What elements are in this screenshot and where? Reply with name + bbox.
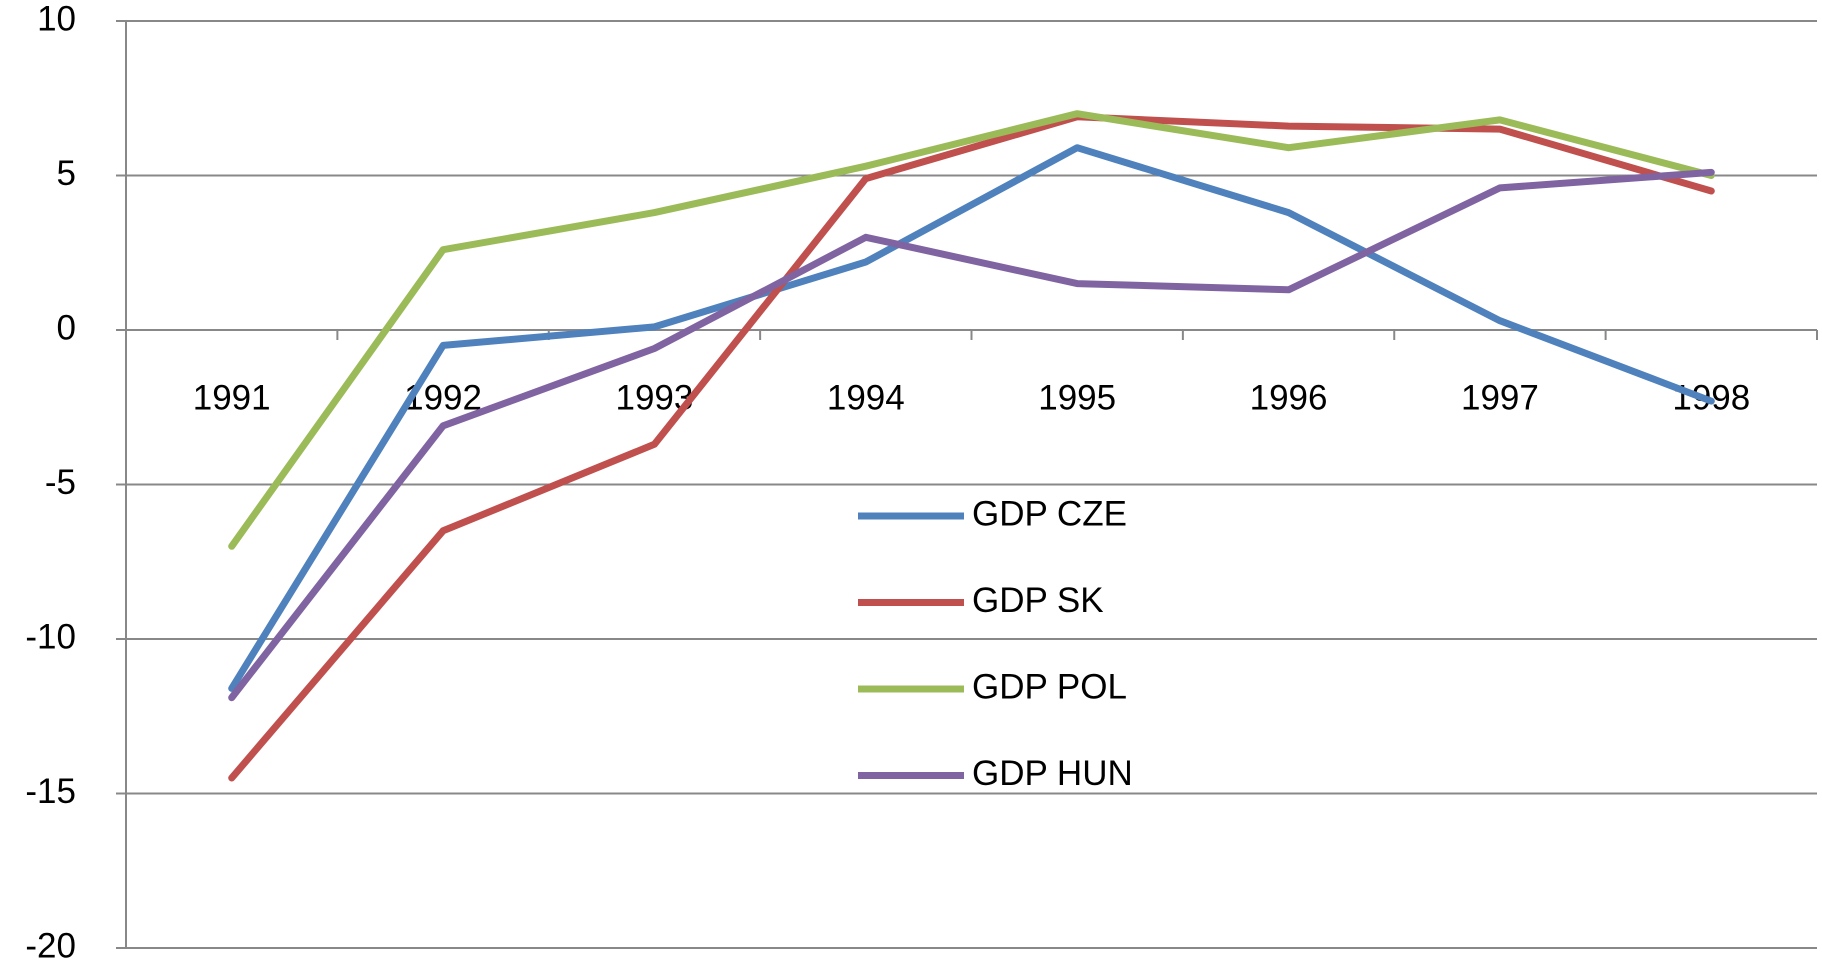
series-line <box>228 113 1715 782</box>
y-tick-label: 0 <box>57 308 76 347</box>
series-line <box>228 110 1715 550</box>
legend-label: GDP HUN <box>972 754 1133 793</box>
x-tick-label: 1997 <box>1461 378 1539 417</box>
x-tick-label: 1991 <box>193 378 271 417</box>
series-line <box>228 168 1715 702</box>
x-tick-label: 1995 <box>1038 378 1116 417</box>
x-tick-label: 1996 <box>1250 378 1328 417</box>
x-tick-label: 1994 <box>827 378 905 417</box>
y-tick-label: -15 <box>25 772 76 811</box>
legend-label: GDP SK <box>972 581 1104 620</box>
y-tick-label: 5 <box>57 154 76 193</box>
y-tick-label: -10 <box>25 617 76 656</box>
legend-label: GDP POL <box>972 667 1127 706</box>
y-tick-label: -20 <box>25 926 76 965</box>
y-tick-label: 10 <box>37 0 76 38</box>
y-tick-label: -5 <box>45 463 76 502</box>
series-line <box>228 144 1715 692</box>
legend-label: GDP CZE <box>972 494 1127 533</box>
